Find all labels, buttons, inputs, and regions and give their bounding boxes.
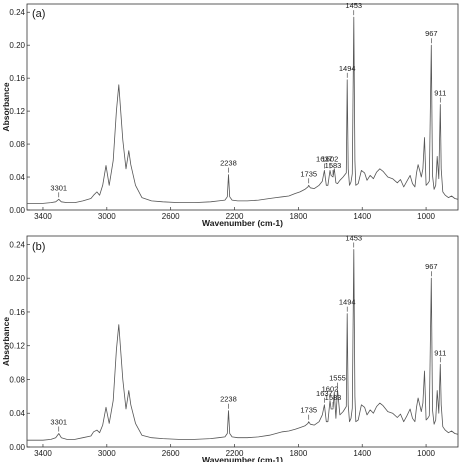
plot-frame [26,235,459,448]
peak-label: 3301 [50,183,67,192]
peak-label: 1555 [329,374,346,383]
x-axis-label: Wavenumber (cm-1) [202,455,283,462]
y-tick-label: 0.04 [9,409,25,418]
peak-label: 1453 [345,1,362,10]
y-axis-label: Absorbance [1,82,11,131]
x-tick-label: 2600 [162,212,180,221]
x-tick-label: 3400 [34,212,52,221]
panel-label: (a) [32,8,45,20]
peak-label: 1637 [316,389,333,398]
peak-label: 1735 [300,406,317,415]
y-tick-label: 0.08 [9,140,25,149]
x-tick-label: 2200 [226,449,244,458]
peak-label: 1602 [322,154,339,163]
x-tick-label: 2600 [162,449,180,458]
y-tick-label: 0.16 [9,308,25,317]
chart-panel: 0.00 0.04 0.08 0.12 0.16 0.20 0.24 3400 3000 2600… [1,1,459,228]
y-tick-label: 0.16 [9,74,25,83]
y-tick-label: 0.24 [9,240,25,249]
peak-label: 1583 [325,161,342,170]
peak-label: 2238 [220,395,237,404]
peak-label: 1602 [322,385,339,394]
y-tick-label: 0.04 [9,173,25,182]
y-axis-label: Absorbance [1,317,11,366]
x-axis-label: Wavenumber (cm-1) [202,218,283,228]
y-tick-label: 0.00 [9,206,25,215]
y-tick-label: 0.12 [9,107,25,116]
peak-label: 2238 [220,159,237,168]
peak-label: 1453 [345,234,362,243]
peak-label: 1494 [339,298,356,307]
plot-frame [26,3,459,211]
y-tick-label: 0.00 [9,443,25,452]
peak-label: 1637 [316,154,333,163]
spectrum-line [27,16,459,204]
y-tick-label: 0.20 [9,41,25,50]
chart-panel: 0.00 0.04 0.08 0.12 0.16 0.20 0.24 3400 3000 2600… [1,234,459,465]
y-tick-label: 0.08 [9,375,25,384]
panel-label: (b) [32,241,45,253]
x-tick-label: 1400 [353,449,371,458]
x-tick-label: 3000 [98,212,116,221]
peak-label: 911 [434,89,446,98]
y-tick-label: 0.12 [9,342,25,351]
x-tick-label: 1000 [417,449,435,458]
peak-label: 1735 [300,169,317,178]
spectrum-line [27,249,459,441]
peak-label: 1494 [339,64,356,73]
peak-label: 3301 [50,417,67,426]
peak-label: 1583 [325,393,342,402]
x-tick-label: 1000 [417,212,435,221]
x-tick-label: 3400 [34,449,52,458]
peak-label: 967 [425,262,438,271]
x-tick-label: 1800 [289,212,307,221]
x-tick-label: 3000 [98,449,116,458]
y-tick-label: 0.24 [9,8,25,17]
peak-label: 967 [425,29,438,38]
y-tick-label: 0.20 [9,274,25,283]
x-tick-label: 1400 [353,212,371,221]
x-tick-label: 1800 [289,449,307,458]
peak-label: 911 [434,348,446,357]
x-tick-label: 2200 [226,212,244,221]
